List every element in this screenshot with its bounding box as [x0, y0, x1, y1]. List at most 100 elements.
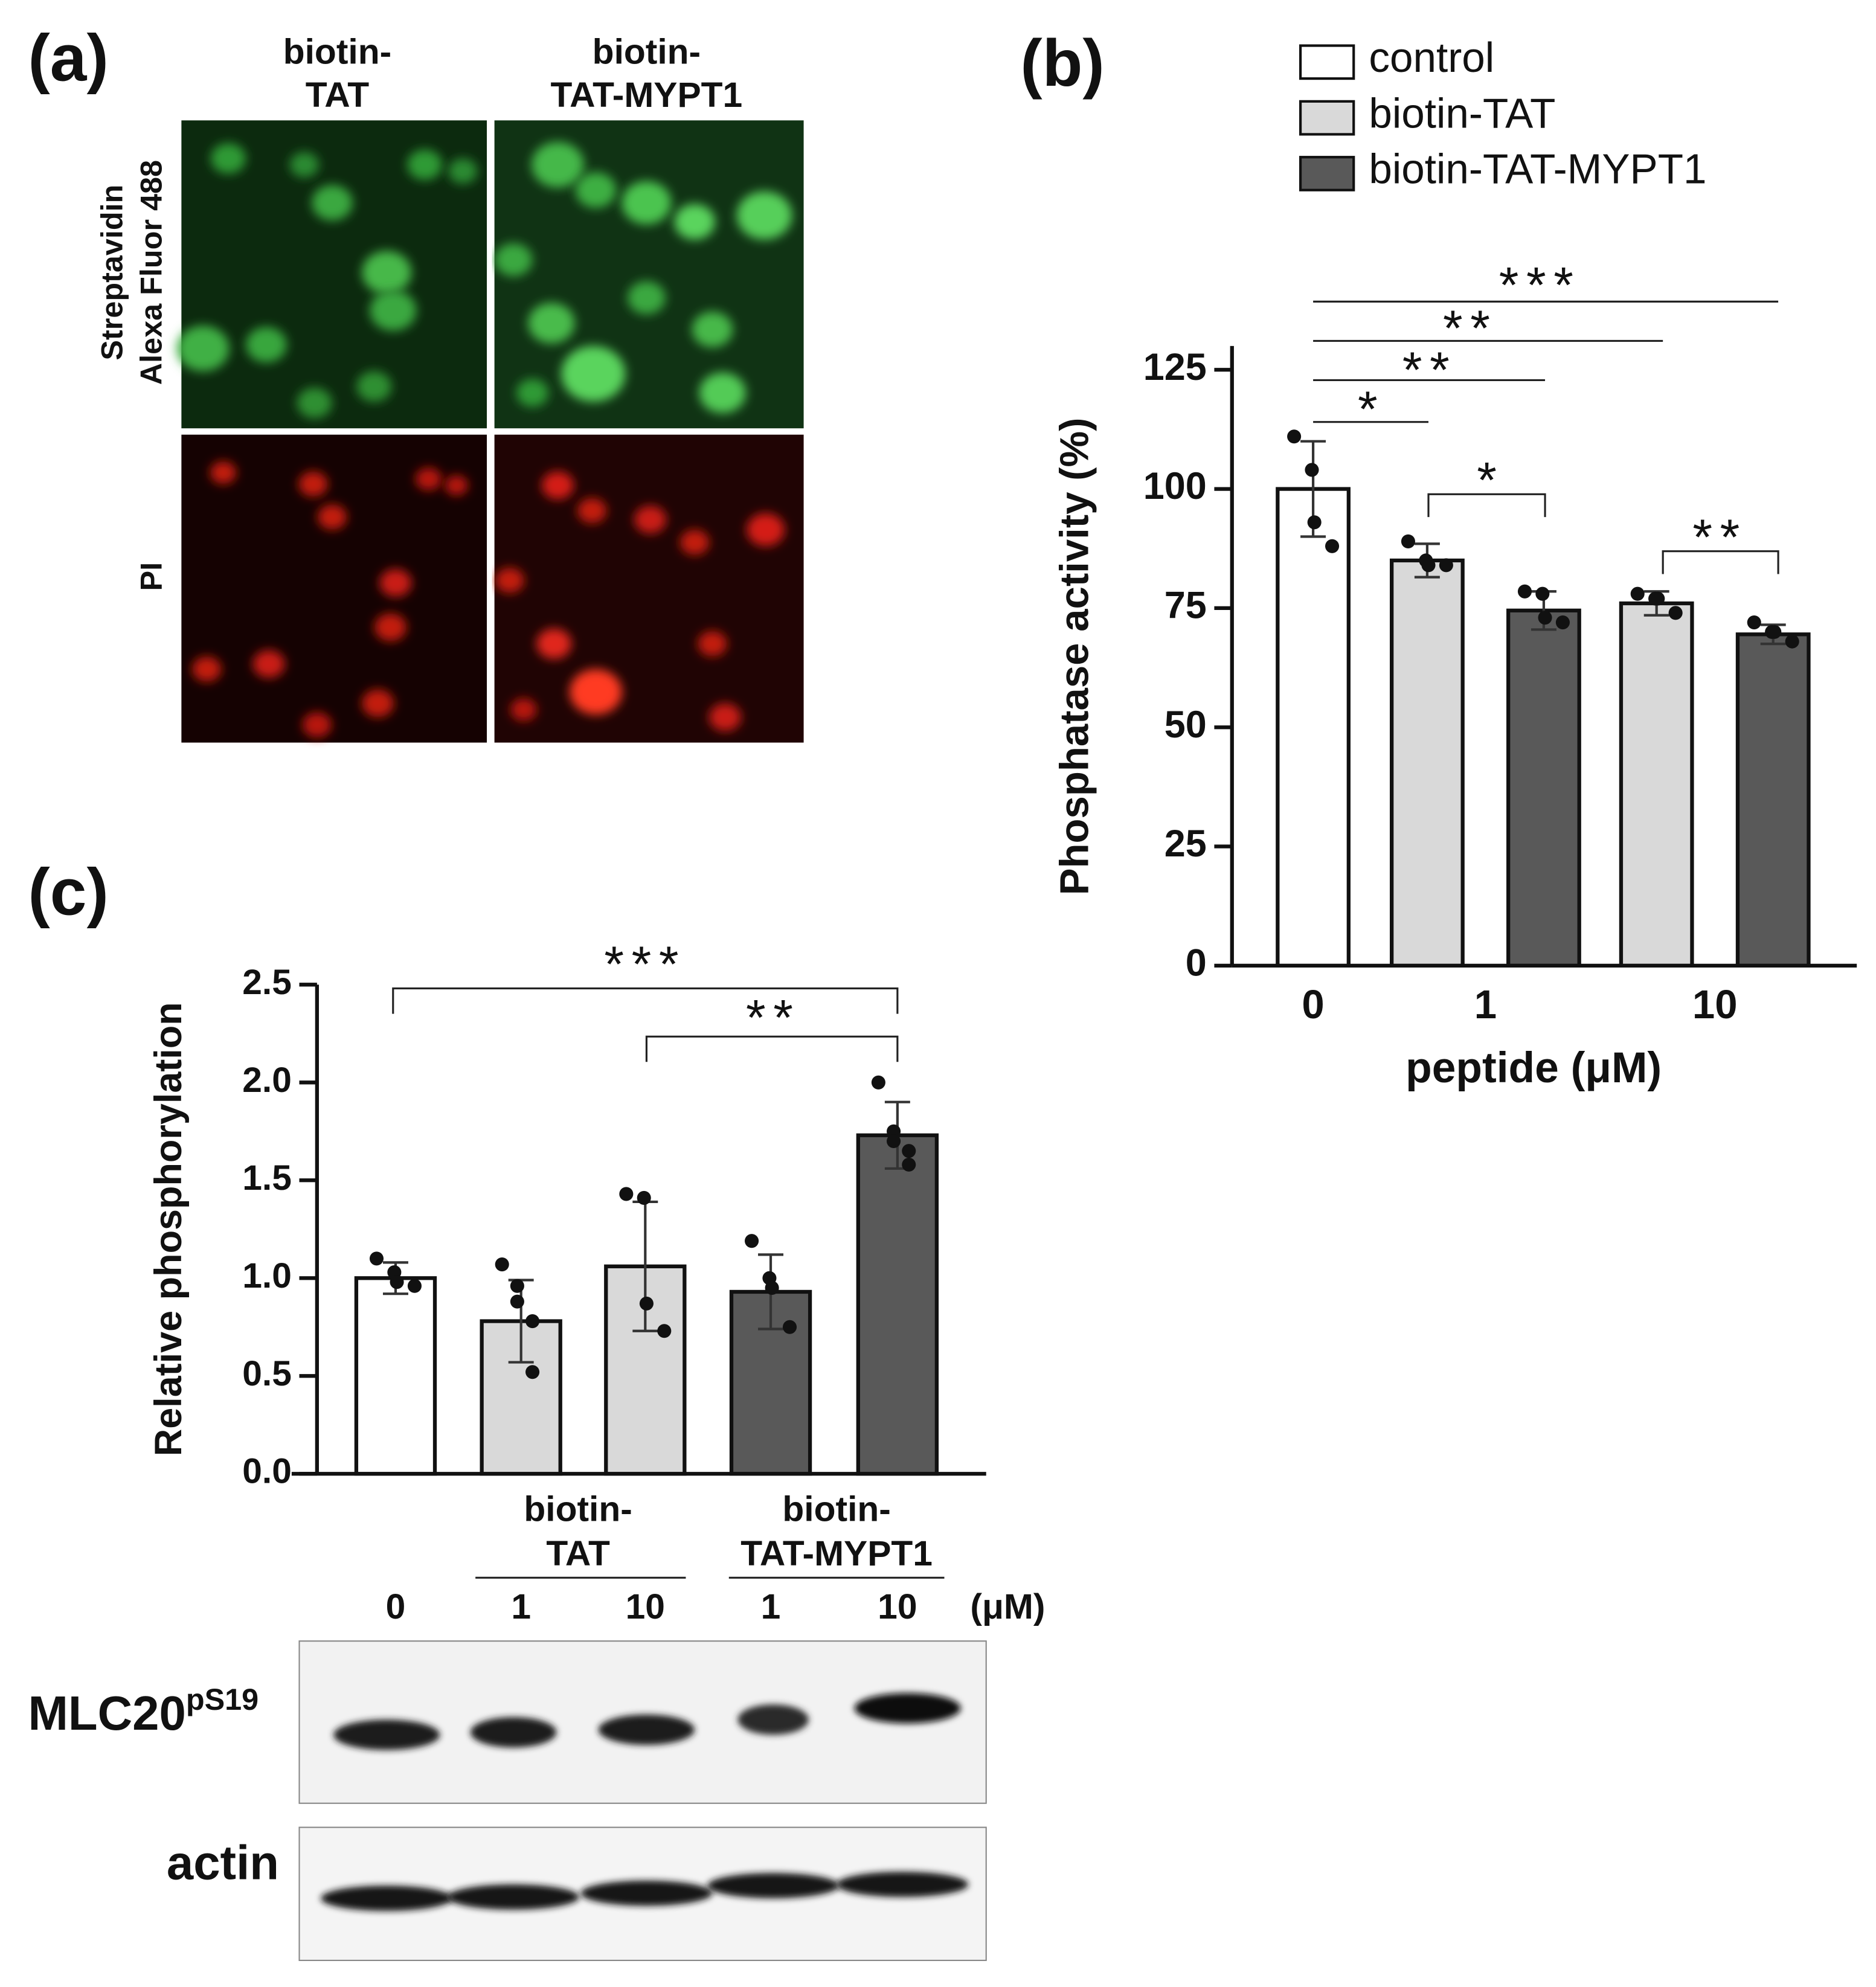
data-point [495, 1257, 509, 1272]
data-point [887, 1134, 901, 1149]
significance-label: * [1358, 380, 1385, 437]
cell [362, 689, 394, 717]
y-tick-label: 2.0 [242, 1061, 292, 1100]
panel-label: (c) [28, 855, 108, 929]
blot-label-sup: pS19 [186, 1682, 259, 1716]
cell [211, 143, 246, 174]
y-tick-label: 100 [1143, 465, 1207, 507]
data-point [1630, 586, 1645, 601]
panel-label: (a) [28, 22, 108, 95]
group-label: TAT-MYPT1 [740, 1534, 933, 1573]
data-point [1305, 463, 1319, 477]
cell [445, 475, 468, 496]
data-point [1401, 534, 1415, 548]
data-point [369, 1251, 384, 1266]
data-point [619, 1187, 634, 1201]
x-tick-label: 10 [626, 1587, 665, 1626]
y-tick-label: 50 [1164, 704, 1207, 746]
blot-band [333, 1719, 440, 1750]
cell [532, 142, 584, 188]
error-bar [508, 1279, 534, 1364]
blot-label: MLC20pS19 [28, 1682, 259, 1740]
blot-band [580, 1880, 713, 1906]
column-label: TAT-MYPT1 [551, 75, 743, 115]
bar [1506, 608, 1581, 968]
y-axis-title: Relative phosphorylation [147, 1002, 190, 1456]
cell [362, 251, 412, 294]
data-point [1439, 558, 1453, 573]
bar [1619, 601, 1694, 968]
cell [699, 372, 746, 414]
x-tick-label: 1 [761, 1587, 781, 1626]
cell [302, 712, 332, 738]
significance-label: * [1477, 452, 1504, 509]
data-point [1668, 606, 1683, 620]
legend-label: control [1369, 34, 1494, 81]
cell [252, 650, 285, 678]
cell [536, 628, 572, 660]
data-point [637, 1190, 651, 1205]
cell [736, 191, 792, 240]
data-point [887, 1124, 901, 1138]
y-tick-label: 1.0 [242, 1256, 292, 1295]
group-label: TAT [546, 1534, 610, 1573]
bar [1276, 487, 1351, 968]
cell [317, 504, 347, 530]
data-point [1307, 515, 1322, 530]
significance-line [645, 1035, 899, 1062]
x-tick-label: 0 [386, 1587, 406, 1626]
significance-line [1427, 493, 1546, 518]
legend-swatch [1299, 100, 1355, 136]
data-point [1651, 591, 1665, 606]
data-point [639, 1296, 654, 1311]
legend-swatch [1299, 44, 1355, 80]
image-tile [494, 434, 804, 743]
legend-label: biotin-TAT [1369, 89, 1555, 136]
cell [541, 471, 574, 499]
bar [1735, 632, 1811, 968]
cell [298, 471, 328, 497]
cell [289, 152, 320, 178]
y-axis-title: Phosphatase activity (%) [1052, 417, 1097, 895]
blot-band [447, 1884, 580, 1910]
cell [494, 243, 533, 277]
x-tick-label: 10 [878, 1587, 917, 1626]
cell [516, 379, 549, 407]
data-point [765, 1280, 779, 1295]
cell [356, 371, 392, 402]
data-point [902, 1144, 916, 1158]
x-tick-label: 1 [511, 1587, 531, 1626]
cell [570, 669, 622, 715]
data-point [1767, 624, 1782, 639]
cell [680, 530, 710, 556]
x-tick-label: 0 [1302, 982, 1324, 1027]
blot-band [321, 1886, 453, 1912]
cell [379, 569, 412, 597]
cell [312, 185, 353, 221]
data-point [1555, 615, 1570, 630]
cell [674, 204, 715, 240]
x-tick-label: 1 [1474, 982, 1497, 1027]
significance-label: *** [1499, 257, 1581, 313]
significance-label: *** [604, 936, 686, 992]
x-axis-title: peptide (μM) [1405, 1044, 1662, 1092]
group-label: biotin- [782, 1490, 890, 1529]
y-tick-label: 25 [1164, 823, 1207, 865]
blot-band [854, 1693, 961, 1724]
row-label: Alexa Fluor 488 [134, 160, 169, 385]
cell [495, 568, 524, 593]
data-point [510, 1294, 524, 1309]
data-point [782, 1320, 797, 1334]
data-point [390, 1275, 404, 1289]
cell [246, 327, 287, 363]
y-tick-label: 2.5 [242, 963, 292, 1002]
data-point [902, 1157, 916, 1172]
cell [210, 461, 237, 484]
cell [628, 281, 666, 315]
significance-label: ** [1692, 509, 1747, 565]
legend-label: biotin-TAT-MYPT1 [1369, 146, 1706, 193]
blot-band [837, 1872, 969, 1898]
y-tick-label: 125 [1143, 346, 1207, 388]
data-point [1535, 586, 1550, 601]
